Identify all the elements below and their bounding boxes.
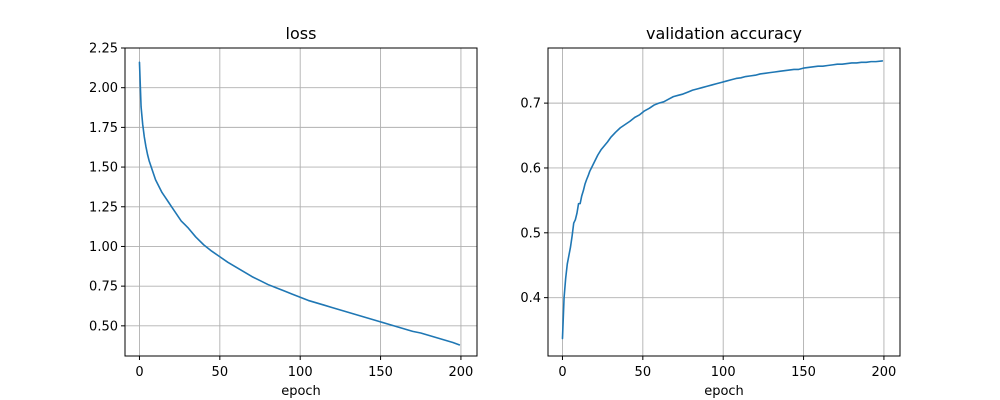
x-tick-label: 150 xyxy=(791,365,816,380)
x-tick-label: 200 xyxy=(449,365,474,380)
x-tick-label: 100 xyxy=(288,365,313,380)
axes-frame xyxy=(124,47,478,357)
x-tick-label: 0 xyxy=(558,365,566,380)
y-tick-label: 1.00 xyxy=(89,240,118,255)
y-tick-label: 0.75 xyxy=(89,280,118,295)
x-axis-label: epoch xyxy=(704,384,744,399)
y-tick-label: 0.7 xyxy=(520,97,541,112)
x-tick-label: 0 xyxy=(135,365,143,380)
x-tick-label: 50 xyxy=(212,365,229,380)
y-tick-label: 1.25 xyxy=(89,200,118,215)
y-tick-label: 0.50 xyxy=(89,319,118,334)
loss-plot: 0 50 100 150 200 0.50 0.75 1.00 1.25 1.50 1.75 2.00… xyxy=(89,24,478,399)
x-tick-label: 200 xyxy=(872,365,897,380)
series-line xyxy=(561,60,884,340)
validation-accuracy-plot: 0 50 100 150 200 0.4 0.5 0.6 0.7 validation accur… xyxy=(520,24,901,399)
x-tick-label: 150 xyxy=(368,365,393,380)
y-tick-label: 0.4 xyxy=(520,291,541,306)
y-tick-label: 0.6 xyxy=(520,161,541,176)
x-axis-label: epoch xyxy=(281,384,321,399)
y-tick-label: 2.25 xyxy=(89,42,118,57)
series-line xyxy=(138,61,461,346)
plot-title: validation accuracy xyxy=(646,24,802,43)
y-tick-label: 2.00 xyxy=(89,81,118,96)
x-tick-label: 100 xyxy=(711,365,736,380)
axes-frame xyxy=(547,47,901,357)
y-tick-label: 0.5 xyxy=(520,226,541,241)
y-tick-label: 1.75 xyxy=(89,121,118,136)
x-tick-label: 50 xyxy=(635,365,652,380)
plot-title: loss xyxy=(286,24,317,43)
y-tick-label: 1.50 xyxy=(89,161,118,176)
